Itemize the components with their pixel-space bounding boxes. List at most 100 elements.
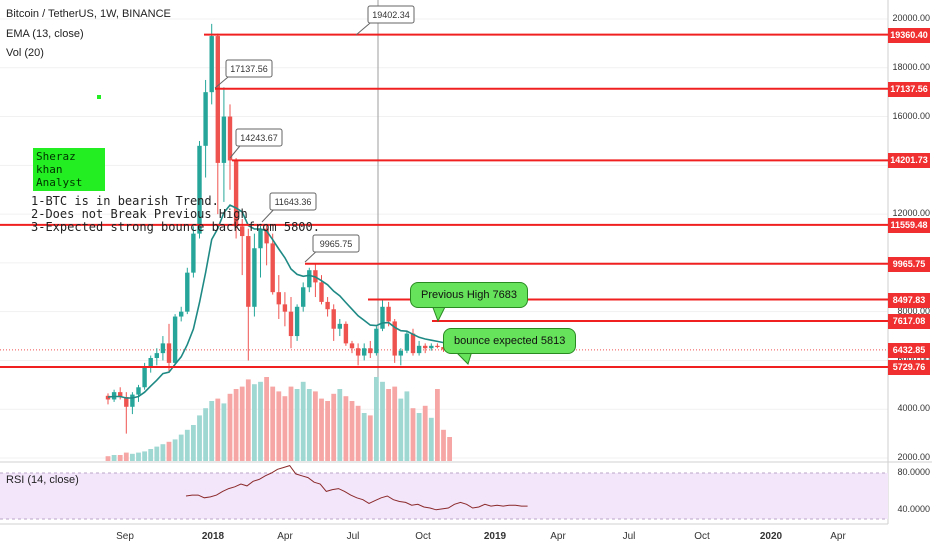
note-3: 3-Expected strong bounce back from 5800. <box>31 220 320 234</box>
candle-body <box>270 243 275 293</box>
volume-bar <box>374 377 379 461</box>
candle <box>203 79 208 178</box>
volume-bar <box>447 437 452 461</box>
candle-body <box>142 367 147 388</box>
time-tick-label: 2018 <box>201 531 225 542</box>
candle-body <box>166 343 172 363</box>
previous-high-callout[interactable]: Previous High 7683 <box>410 282 529 308</box>
volume-bar <box>160 444 166 461</box>
candle <box>118 387 123 400</box>
volume-bar <box>111 455 117 461</box>
marker-dot <box>97 95 101 99</box>
high-label-box <box>225 59 273 78</box>
candle-body <box>240 226 245 237</box>
candle-body <box>301 287 306 307</box>
volume-bar <box>325 401 330 461</box>
volume-bar <box>191 425 196 461</box>
price-tick-label: 20000.00 <box>892 13 930 23</box>
volume-bar <box>123 452 129 461</box>
candle <box>349 340 355 354</box>
bounce-callout[interactable]: bounce expected 5813 <box>443 328 577 354</box>
volume-bar <box>435 389 440 461</box>
rsi-pane <box>0 461 932 525</box>
candle-body <box>148 358 153 368</box>
candle-body <box>368 348 373 354</box>
analyst-box: Sheraz khan Analyst <box>33 148 105 191</box>
price-tick-label: 18000.00 <box>892 61 930 72</box>
candle-body <box>276 292 281 305</box>
candle <box>209 23 214 105</box>
high-label-text: 14243.67 <box>240 133 278 143</box>
volume-bar <box>184 429 190 461</box>
candle-body <box>343 323 349 344</box>
candle-body <box>380 306 385 329</box>
level-price-tag: 9965.75 <box>888 256 930 272</box>
candle <box>294 304 300 341</box>
high-label-box <box>269 192 317 211</box>
candle <box>172 314 178 366</box>
high-label: 14243.67 <box>229 128 283 159</box>
candle <box>197 140 202 239</box>
candle <box>252 233 257 317</box>
volume-bar <box>105 456 111 461</box>
volume-bar <box>337 389 343 461</box>
candle <box>191 226 196 278</box>
candle <box>148 355 153 373</box>
candle <box>124 392 129 434</box>
candle <box>258 223 263 278</box>
candle-body <box>172 316 178 363</box>
time-tick-label: Apr <box>550 531 566 542</box>
ema-legend[interactable]: EMA (13, close) <box>6 28 84 40</box>
price-tick-label: 16000.00 <box>892 110 930 121</box>
candle <box>215 33 220 215</box>
volume-bar <box>172 439 178 461</box>
candle-body <box>374 328 379 354</box>
candle-body <box>221 116 227 163</box>
vol-legend[interactable]: Vol (20) <box>6 47 44 59</box>
volume-bar <box>361 413 367 461</box>
volume-bar <box>282 396 288 461</box>
candle <box>423 343 428 354</box>
candle-body <box>319 282 324 302</box>
high-label-box <box>312 234 360 253</box>
candlesticks <box>105 23 452 434</box>
volume-bar <box>154 446 160 461</box>
volume-bar <box>386 389 391 461</box>
volume-bar <box>148 449 154 461</box>
candle <box>331 304 336 341</box>
candle <box>270 233 275 295</box>
volume-bar <box>178 434 184 461</box>
volume-bar <box>428 417 434 461</box>
volume-bar <box>203 408 208 461</box>
candle <box>368 340 373 359</box>
rsi-legend[interactable]: RSI (14, close) <box>6 474 79 486</box>
candle <box>374 326 379 356</box>
volume-bar <box>294 389 300 461</box>
candle <box>380 299 385 332</box>
candle <box>105 393 111 405</box>
price-tick-label: 6000.00 <box>897 354 930 364</box>
volume-bar <box>276 391 282 461</box>
time-tick-label: Jul <box>346 531 360 542</box>
volume-bar <box>313 391 318 461</box>
rsi-tick-label: 40.0000 <box>897 503 930 514</box>
volume-bar <box>404 391 410 461</box>
candle-body <box>185 272 190 312</box>
time-tick-label: Oct <box>415 531 431 542</box>
price-tick-label: 2000.00 <box>897 452 930 462</box>
candle <box>325 297 330 317</box>
candle <box>154 348 159 366</box>
candle-body <box>392 321 397 356</box>
volume-bar <box>441 429 446 461</box>
candle <box>276 275 281 319</box>
candle-body <box>355 348 361 356</box>
time-tick-label: Oct <box>694 531 710 542</box>
level-price-tag: 5729.76 <box>888 360 930 376</box>
volume-bar <box>331 393 337 461</box>
note-1: 1-BTC is in bearish Trend. <box>31 194 219 208</box>
volume-bar <box>221 403 227 461</box>
volume-bar <box>142 451 147 461</box>
volume-bar <box>398 398 404 461</box>
volume-bar <box>245 379 251 461</box>
